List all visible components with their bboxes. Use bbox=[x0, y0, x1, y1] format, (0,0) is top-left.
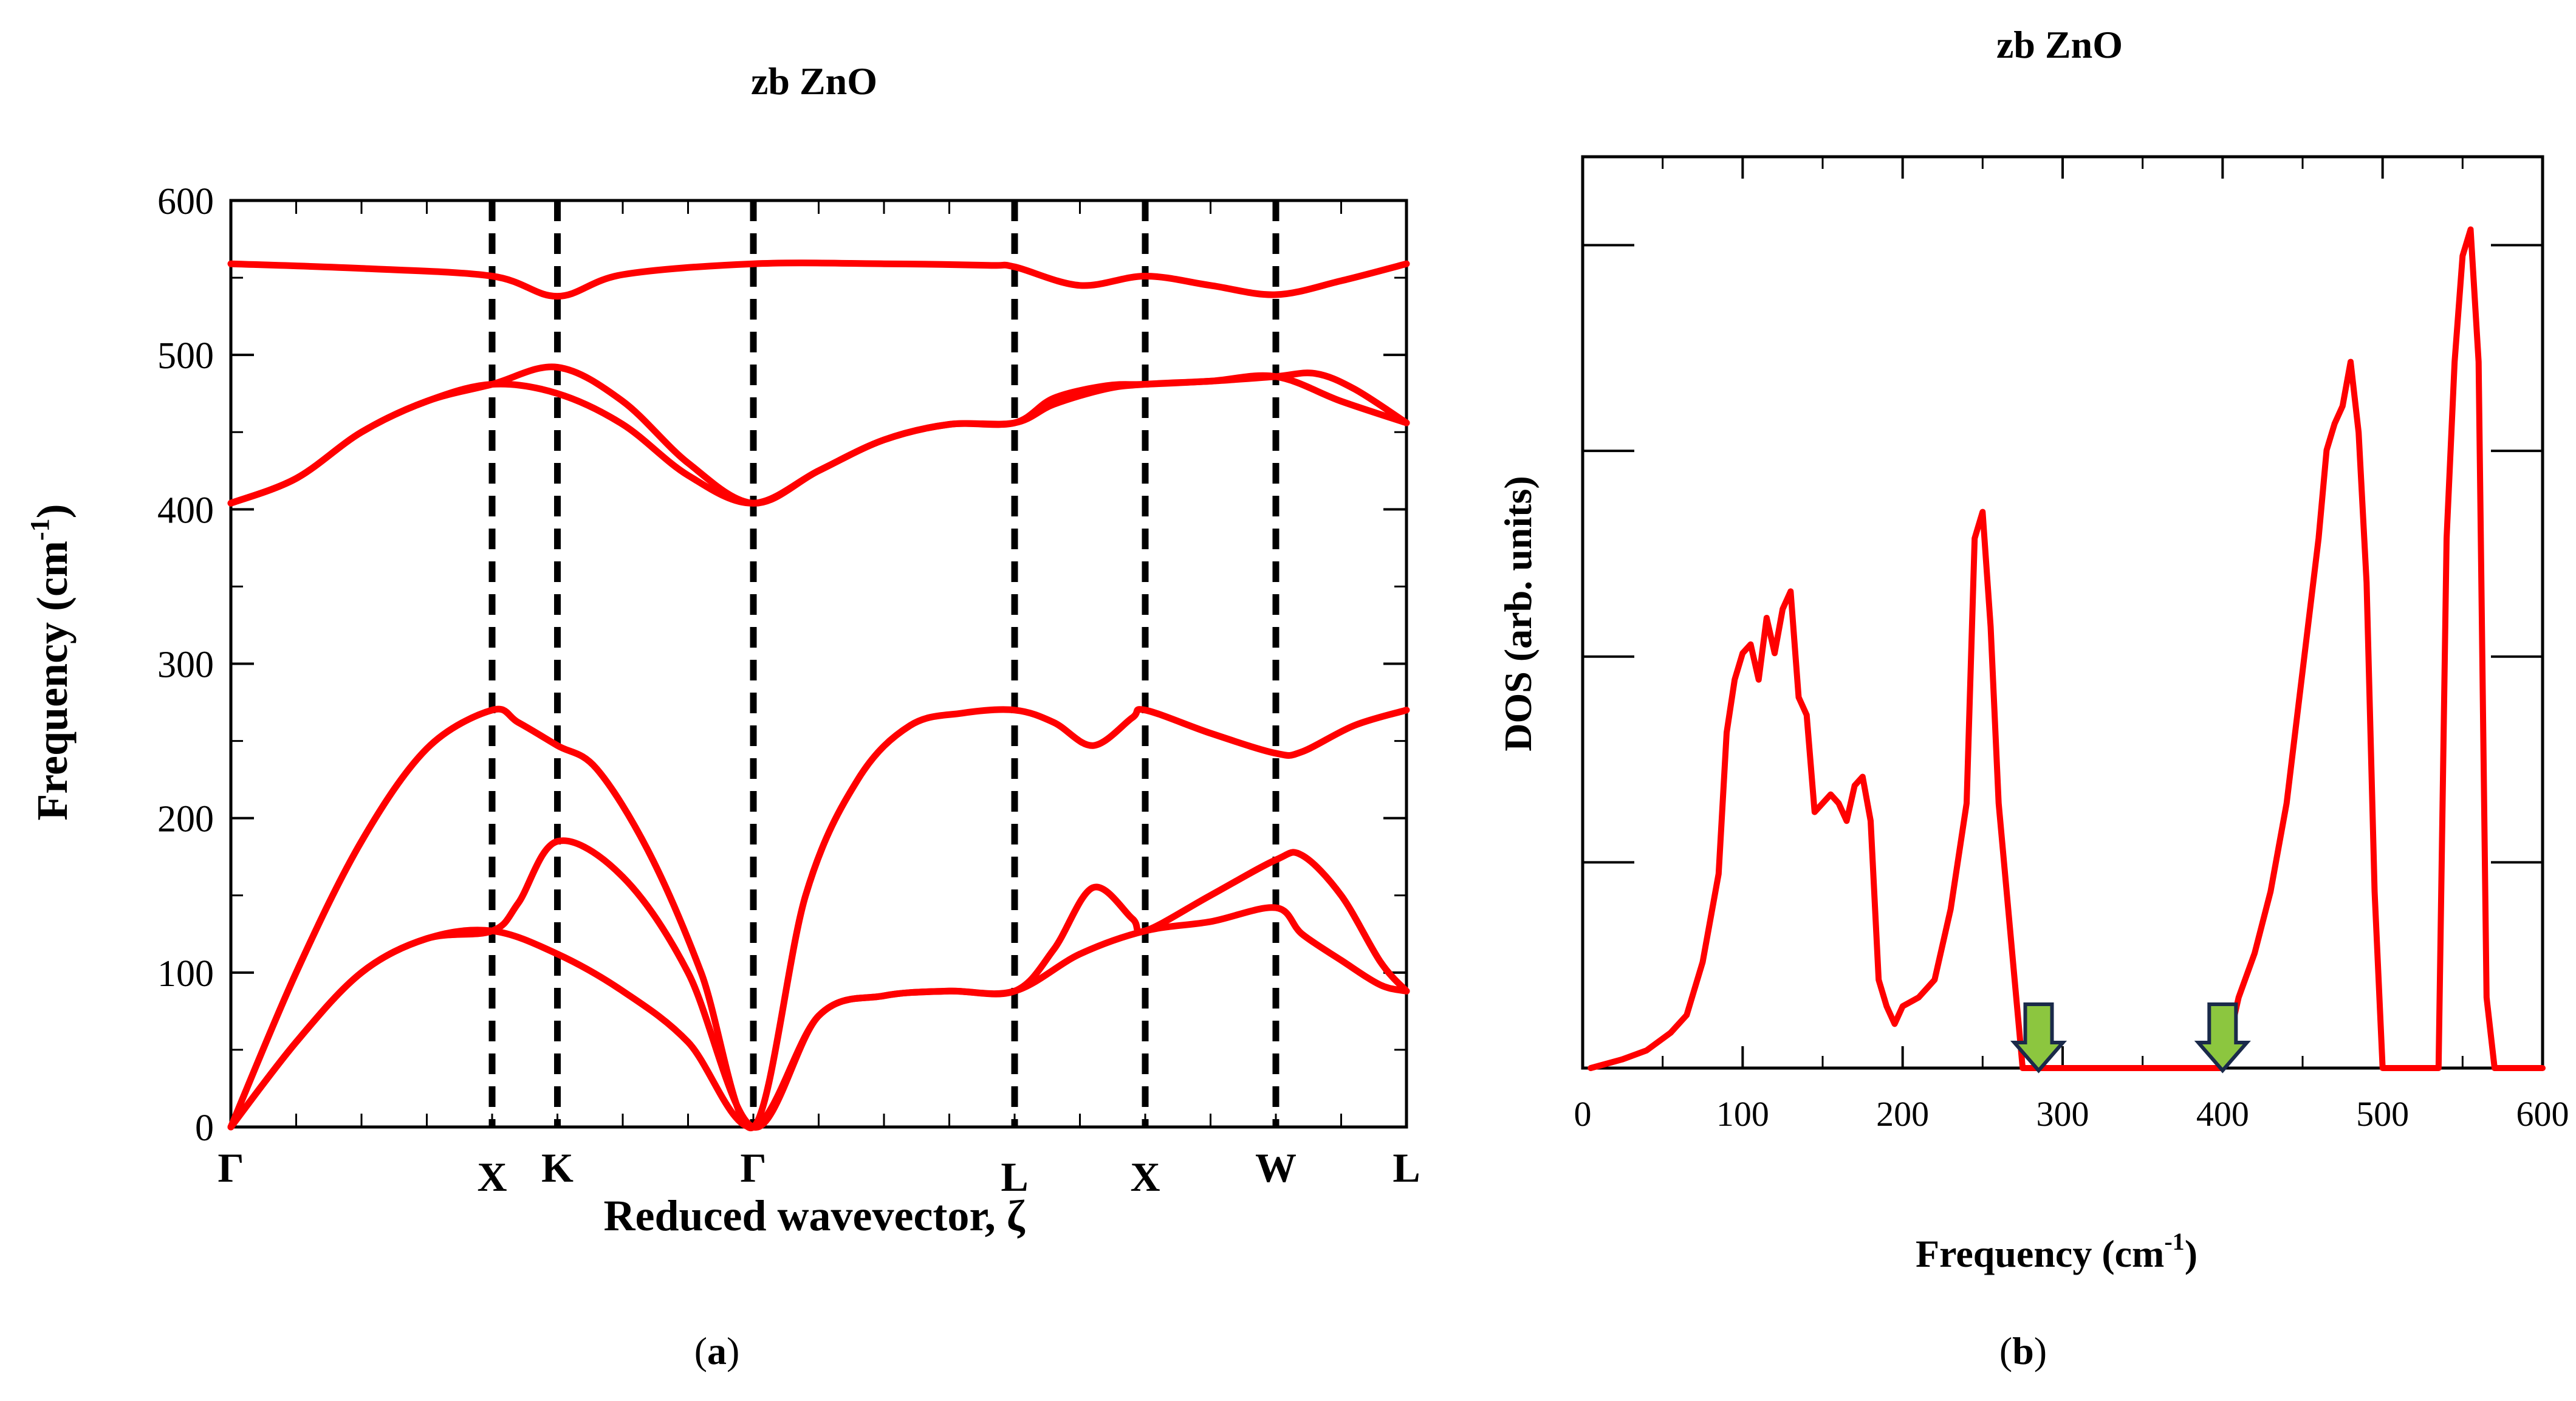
panel-b-dos-curve bbox=[1588, 226, 2546, 1071]
x-tick-label: 400 bbox=[2196, 1094, 2249, 1134]
panel-a-minor-ticks bbox=[295, 200, 1342, 1127]
dispersion-branch bbox=[227, 837, 1410, 1131]
dispersion-branch bbox=[227, 259, 1410, 300]
k-point-label: L bbox=[1001, 1154, 1028, 1200]
panel-b-plot-frame bbox=[1581, 155, 2544, 1070]
y-tick-label: 500 bbox=[157, 335, 214, 377]
panel-a-title: zb ZnO bbox=[751, 60, 877, 103]
panel-a-high-symmetry-lines bbox=[488, 200, 1279, 1127]
panel-b-x-axis: 0 100 200 300 400 500 600 bbox=[1574, 157, 2569, 1134]
y-tick-label: 300 bbox=[157, 645, 214, 686]
k-point-label: L bbox=[1392, 1145, 1420, 1191]
y-tick-label: 0 bbox=[195, 1108, 214, 1149]
y-tick-label: 100 bbox=[157, 953, 214, 995]
panel-a-ylabel: Frequency (cm-1) bbox=[25, 504, 77, 820]
panel-b-y-ticks bbox=[1583, 244, 2543, 1069]
gap-arrow bbox=[2194, 1002, 2251, 1074]
dos-line bbox=[1588, 226, 2546, 1071]
k-point-label: Γ bbox=[218, 1145, 244, 1191]
x-tick-label: 600 bbox=[2516, 1094, 2569, 1134]
x-tick-label: 200 bbox=[1876, 1094, 1929, 1134]
k-point-label: X bbox=[1130, 1154, 1160, 1200]
panel-b-xlabel: Frequency (cm-1) bbox=[1916, 1228, 2197, 1275]
y-tick-label: 200 bbox=[157, 799, 214, 840]
k-point-label: K bbox=[541, 1145, 574, 1191]
panel-b-caption: (b) bbox=[1999, 1329, 2047, 1372]
dispersion-branch bbox=[227, 372, 1410, 507]
x-tick-label: 0 bbox=[1574, 1094, 1592, 1134]
panel-a-dispersion-curves bbox=[227, 259, 1410, 1132]
panel-a-xlabel: Reduced wavevector, ζ bbox=[604, 1191, 1026, 1240]
panel-b-gap-arrows bbox=[2010, 1002, 2251, 1074]
panel-b-title: zb ZnO bbox=[1996, 23, 2123, 66]
x-tick-label: 500 bbox=[2356, 1094, 2409, 1134]
k-point-label: X bbox=[477, 1154, 507, 1200]
panel-b-ylabel: DOS (arb. units) bbox=[1496, 476, 1540, 751]
y-tick-label: 400 bbox=[157, 490, 214, 531]
x-tick-label: 100 bbox=[1716, 1094, 1769, 1134]
panel-a-plot-frame bbox=[229, 199, 1408, 1129]
x-tick-label: 300 bbox=[2036, 1094, 2089, 1134]
dispersion-branch bbox=[227, 705, 1410, 1132]
y-tick-label: 600 bbox=[157, 181, 214, 222]
k-point-label: W bbox=[1255, 1145, 1297, 1191]
panel-a-y-axis: 0 100 200 300 400 500 600 bbox=[157, 181, 1406, 1149]
panel-a-caption: (a) bbox=[694, 1329, 740, 1372]
gap-arrow bbox=[2010, 1002, 2067, 1074]
k-point-label: Γ bbox=[740, 1145, 766, 1191]
dispersion-branch bbox=[227, 363, 1410, 507]
panel-b: zb ZnO 0 100 200 300 400 500 600 Frequency (cm… bbox=[1496, 23, 2569, 1372]
